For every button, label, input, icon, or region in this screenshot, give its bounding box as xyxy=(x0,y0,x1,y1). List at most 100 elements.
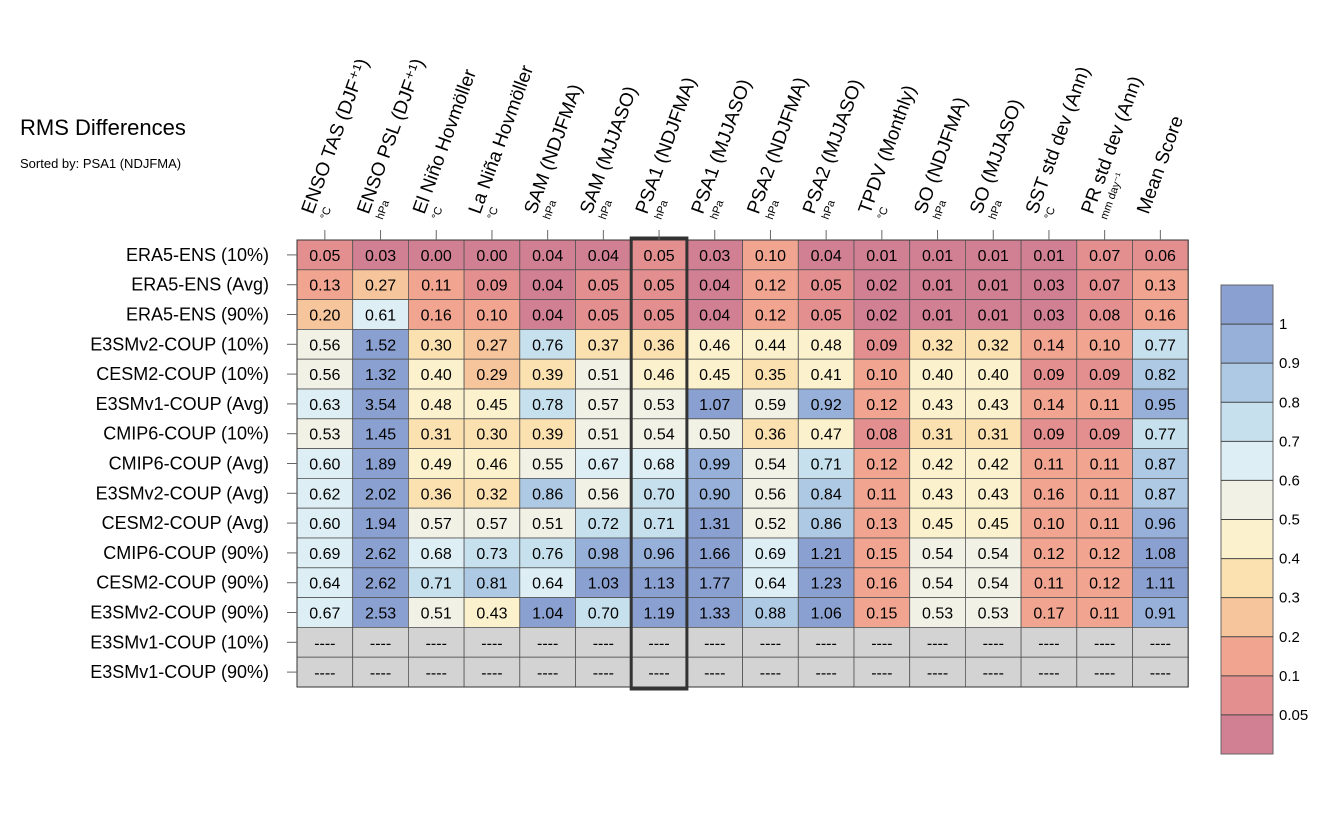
heatmap-cell xyxy=(463,358,521,390)
cell-value-label: 0.71 xyxy=(811,457,842,474)
cell-value-label: 0.45 xyxy=(978,516,1009,533)
cell-value-label: 0.02 xyxy=(866,308,897,325)
heatmap-cell xyxy=(1132,239,1189,271)
heatmap-cell xyxy=(797,418,855,449)
colorbar-segment xyxy=(1221,285,1273,325)
cell-value-label: 0.29 xyxy=(476,367,507,384)
cell-value-label: 0.01 xyxy=(978,308,1009,325)
cell-value-label: 0.09 xyxy=(1033,367,1064,384)
cell-value-label: 1.94 xyxy=(365,516,396,533)
cell-value-label: 1.13 xyxy=(643,576,674,593)
cell-value-label: 0.60 xyxy=(309,457,340,474)
cell-value-label: 0.81 xyxy=(476,576,507,593)
cell-value-label: 0.67 xyxy=(309,606,340,623)
cell-value-label: 0.11 xyxy=(1090,606,1120,623)
cell-value-label: 0.12 xyxy=(1033,546,1064,563)
heatmap-cell xyxy=(463,477,521,509)
heatmap-cell xyxy=(407,537,465,569)
heatmap-cell xyxy=(909,627,966,658)
heatmap-cell xyxy=(463,627,521,658)
cell-value-label: 0.16 xyxy=(1145,308,1176,325)
cell-value-label: 1.52 xyxy=(365,337,396,354)
cell-value-label: 0.36 xyxy=(643,337,674,354)
cell-value-label: 0.00 xyxy=(421,248,452,265)
column-label: PSA2 (NDJFMA) xyxy=(743,75,812,217)
colorbar-segment xyxy=(1221,363,1273,403)
cell-value-label: 0.36 xyxy=(421,486,452,503)
cell-value-label: 0.13 xyxy=(866,516,897,533)
cell-value-label: 0.40 xyxy=(421,367,452,384)
heatmap-cell xyxy=(575,269,632,300)
cell-value-label: 0.15 xyxy=(866,606,897,623)
cell-value-label: 1.08 xyxy=(1145,546,1176,563)
colorbar-segment xyxy=(1221,324,1273,364)
row-label: CMIP6-COUP (10%) xyxy=(103,424,269,444)
cell-value-label: ---- xyxy=(426,635,447,652)
column-label: SO (NDJFMA) xyxy=(911,94,973,216)
cell-value-label: 0.10 xyxy=(866,367,897,384)
cell-value-label: 0.09 xyxy=(1033,427,1064,444)
heatmap-cell xyxy=(1132,299,1189,330)
cell-value-label: 0.01 xyxy=(866,248,897,265)
colorbar-segment xyxy=(1221,480,1273,520)
cell-value-label: 0.51 xyxy=(588,367,619,384)
cell-value-label: 1.07 xyxy=(699,397,730,414)
cell-value-label: 0.08 xyxy=(866,427,897,444)
heatmap-cell xyxy=(853,656,911,688)
column-label: TPDV (Monthly) xyxy=(855,83,921,217)
colorbar-tick-label: 0.4 xyxy=(1279,551,1300,568)
cell-value-label: ---- xyxy=(370,635,391,652)
cell-value-label: 0.56 xyxy=(588,486,619,503)
heatmap-cell xyxy=(909,358,966,390)
cell-value-label: 0.10 xyxy=(476,308,507,325)
cell-value-label: 0.53 xyxy=(309,427,340,444)
heatmap-cell xyxy=(909,656,966,688)
column-unit-label: °C xyxy=(1043,205,1059,221)
heatmap-cell xyxy=(352,597,409,628)
cell-value-label: ---- xyxy=(370,665,391,682)
cell-value-label: 0.07 xyxy=(1089,278,1120,295)
colorbar-segment xyxy=(1221,558,1273,598)
heatmap-cell xyxy=(1020,448,1078,479)
cell-value-label: 0.04 xyxy=(699,278,730,295)
heatmap-cell xyxy=(1020,567,1078,598)
heatmap-cell xyxy=(630,597,688,628)
cell-value-label: 0.08 xyxy=(1089,308,1120,325)
heatmap-cell xyxy=(296,477,354,509)
cell-value-label: 0.86 xyxy=(532,486,563,503)
cell-value-label: 1.21 xyxy=(811,546,842,563)
cell-value-label: 0.03 xyxy=(699,248,730,265)
heatmap-cell xyxy=(742,388,799,420)
cell-value-label: 0.46 xyxy=(643,367,674,384)
cell-value-label: 0.01 xyxy=(922,248,953,265)
heatmap-cell xyxy=(575,388,632,420)
heatmap-cell xyxy=(352,627,409,658)
cell-value-label: 0.02 xyxy=(866,278,897,295)
cell-value-label: 0.92 xyxy=(811,397,842,414)
cell-value-label: 0.56 xyxy=(309,337,340,354)
cell-value-label: ---- xyxy=(1038,635,1059,652)
cell-value-label: 0.57 xyxy=(476,516,507,533)
column-label: SAM (MJJASO) xyxy=(576,84,642,217)
cell-value-label: 0.77 xyxy=(1145,337,1176,354)
cell-value-label: 0.13 xyxy=(309,278,340,295)
cell-value-label: 0.07 xyxy=(1089,248,1120,265)
heatmap-cell xyxy=(1076,388,1133,420)
cell-value-label: 0.04 xyxy=(532,308,563,325)
cell-value-label: 0.43 xyxy=(922,486,953,503)
cell-value-label: 0.59 xyxy=(755,397,786,414)
cell-value-label: 0.05 xyxy=(643,248,674,265)
cell-value-label: ---- xyxy=(760,635,781,652)
cell-value-label: 0.86 xyxy=(811,516,842,533)
cell-value-label: 0.73 xyxy=(476,546,507,563)
heatmap-cell xyxy=(1020,328,1078,360)
heatmap-cell xyxy=(853,507,911,539)
heatmap-cell xyxy=(742,477,799,509)
colorbar-segment xyxy=(1221,675,1273,715)
heatmap-cell xyxy=(463,269,521,300)
heatmap-cell xyxy=(630,239,688,271)
cell-value-label: 0.87 xyxy=(1145,457,1176,474)
cell-value-label: 0.69 xyxy=(309,546,340,563)
cell-value-label: ---- xyxy=(537,635,558,652)
